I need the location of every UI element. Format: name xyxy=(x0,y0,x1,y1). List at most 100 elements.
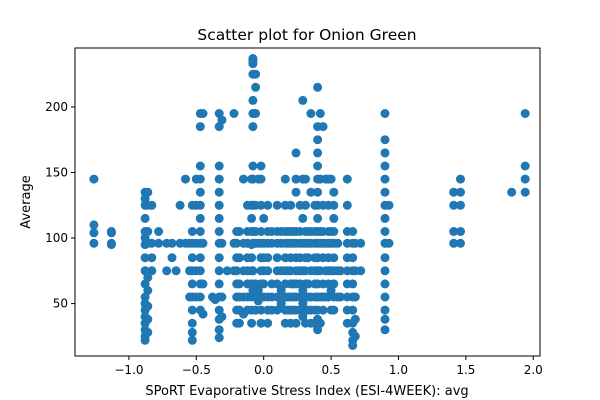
scatter-point xyxy=(326,174,336,184)
scatter-point xyxy=(313,161,323,171)
scatter-point xyxy=(195,174,205,184)
scatter-point xyxy=(214,253,224,263)
scatter-point xyxy=(175,200,185,210)
scatter-point xyxy=(380,187,390,197)
x-axis-ticks: −1.0 −0.5 0.0 0.5 1.0 1.5 2.0 xyxy=(114,356,543,377)
scatter-point xyxy=(313,135,323,145)
scatter-point xyxy=(272,200,282,210)
scatter-point xyxy=(187,335,197,345)
scatter-point xyxy=(143,327,153,337)
scatter-point xyxy=(247,318,257,328)
scatter-point xyxy=(313,213,323,223)
scatter-point xyxy=(318,122,328,132)
scatter-point xyxy=(214,200,224,210)
scatter-point xyxy=(380,227,390,236)
scatter-point xyxy=(195,227,205,236)
scatter-point xyxy=(232,266,242,276)
x-tick-label: −1.0 xyxy=(114,363,143,377)
scatter-point xyxy=(106,240,116,250)
chart-title: Scatter plot for Onion Green xyxy=(197,26,416,44)
scatter-point xyxy=(456,187,465,197)
x-tick-label: −0.5 xyxy=(182,363,211,377)
scatter-point xyxy=(313,82,323,92)
scatter-point xyxy=(263,200,273,210)
scatter-point xyxy=(167,238,177,248)
scatter-point xyxy=(291,318,301,328)
scatter-point xyxy=(147,253,157,263)
y-tick-label: 200 xyxy=(45,100,68,114)
scatter-point xyxy=(286,200,296,210)
scatter-point xyxy=(187,279,197,289)
scatter-point xyxy=(181,174,190,184)
scatter-point xyxy=(214,279,224,289)
scatter-point xyxy=(263,253,273,263)
scatter-point xyxy=(187,227,197,236)
scatter-point xyxy=(380,292,390,302)
scatter-point xyxy=(336,292,345,302)
scatter-point xyxy=(348,253,358,263)
plot-frame xyxy=(74,47,541,357)
scatter-point xyxy=(520,187,530,197)
x-tick-label: 1.0 xyxy=(389,363,408,377)
scatter-point xyxy=(449,227,459,236)
scatter-point xyxy=(154,227,164,236)
scatter-point xyxy=(229,109,239,118)
scatter-point xyxy=(89,238,99,248)
scatter-point xyxy=(162,266,172,276)
scatter-point xyxy=(348,279,358,289)
scatter-point xyxy=(336,266,345,276)
scatter-point xyxy=(198,309,208,319)
scatter-point xyxy=(195,292,205,302)
scatter-point xyxy=(329,227,339,236)
scatter-point xyxy=(143,301,153,311)
scatter-point xyxy=(195,266,205,276)
scatter-point xyxy=(329,187,339,197)
scatter-point xyxy=(350,314,360,324)
y-tick-label: 100 xyxy=(45,231,68,245)
scatter-point xyxy=(195,122,205,132)
x-axis-label: SPoRT Evaporative Stress Index (ESI-4WEE… xyxy=(145,384,468,399)
y-tick-label: 150 xyxy=(45,166,68,180)
scatter-point xyxy=(342,174,352,184)
scatter-point xyxy=(214,174,224,184)
scatter-point xyxy=(380,279,390,289)
scatter-point xyxy=(456,238,465,248)
scatter-point xyxy=(301,200,310,210)
scatter-point xyxy=(256,318,266,328)
scatter-point xyxy=(248,122,258,132)
scatter-point xyxy=(143,187,153,197)
scatter-point xyxy=(248,266,258,276)
scatter-point xyxy=(329,253,339,263)
scatter-point xyxy=(167,253,177,263)
scatter-point xyxy=(195,161,205,171)
scatter-point xyxy=(222,266,232,276)
scatter-point xyxy=(298,213,308,223)
scatter-point xyxy=(272,253,282,263)
scatter-point xyxy=(214,187,224,197)
scatter-point xyxy=(520,174,530,184)
scatter-point xyxy=(147,238,157,248)
scatter-point xyxy=(256,200,266,210)
scatter-point xyxy=(380,135,390,145)
scatter-point xyxy=(384,238,394,248)
scatter-point xyxy=(187,318,197,328)
scatter-point xyxy=(333,238,343,248)
scatter-point xyxy=(291,174,301,184)
scatter-point xyxy=(140,335,150,345)
scatter-point xyxy=(380,266,390,276)
scatter-point xyxy=(198,109,208,118)
scatter-point xyxy=(256,174,266,184)
scatter-point xyxy=(380,325,390,335)
scatter-point xyxy=(384,200,394,210)
scatter-point xyxy=(263,266,273,276)
scatter-point xyxy=(263,318,273,328)
scatter-point xyxy=(187,305,197,315)
scatter-point xyxy=(306,187,316,197)
scatter-point xyxy=(234,318,244,328)
scatter-point xyxy=(214,227,224,236)
scatter-point xyxy=(248,161,258,171)
scatter-point xyxy=(195,213,205,223)
scatter-point xyxy=(342,200,352,210)
